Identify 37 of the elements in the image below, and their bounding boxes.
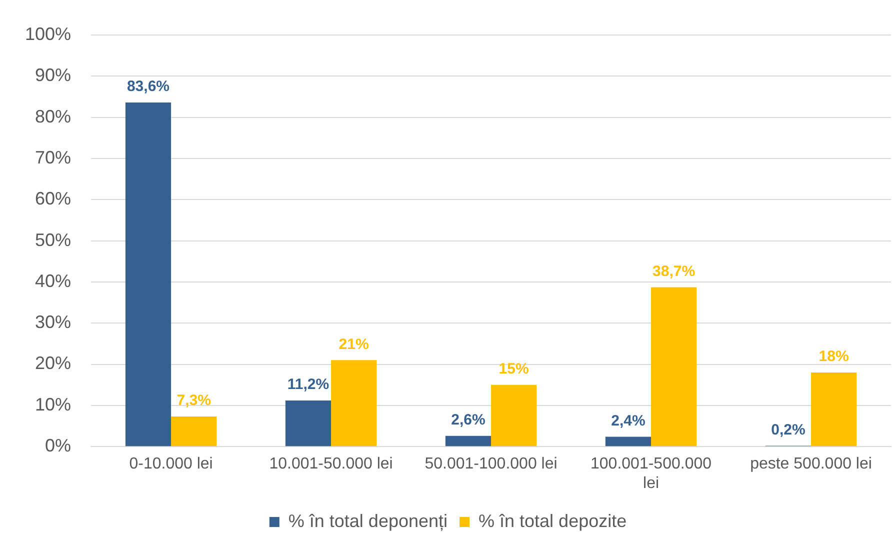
bar — [651, 287, 697, 446]
y-tick-label: 40% — [35, 270, 72, 291]
y-tick-label: 50% — [35, 230, 72, 250]
data-label: 83,6% — [126, 78, 170, 96]
bar — [331, 360, 377, 446]
bar — [171, 416, 217, 446]
y-tick-label: 60% — [35, 188, 72, 209]
data-label: 7,3% — [176, 392, 211, 410]
data-label: 0,2% — [771, 421, 806, 438]
data-label: 15% — [498, 360, 529, 378]
x-tick-label: 0-10.000 lei — [129, 456, 213, 473]
bar — [445, 436, 492, 446]
data-label: 11,2% — [287, 376, 330, 394]
bar — [285, 400, 332, 446]
y-tick-label: 30% — [35, 312, 72, 332]
x-tick-label: 10.001-50.000 lei — [269, 456, 393, 473]
legend-label: % în total deponenți — [288, 510, 448, 531]
x-tick-label: peste 500.000 lei — [750, 456, 872, 473]
data-label: 18% — [818, 348, 849, 366]
data-label: 2,4% — [611, 412, 646, 430]
bar — [605, 436, 652, 446]
data-label: 38,7% — [652, 262, 696, 280]
bar — [125, 102, 172, 446]
bar — [811, 372, 857, 446]
x-tick-label: 100.001-500.000 lei — [590, 456, 712, 492]
y-tick-label: 100% — [24, 24, 72, 44]
data-label: 2,6% — [451, 412, 486, 429]
y-tick-label: 90% — [35, 65, 72, 86]
bar — [491, 384, 537, 446]
y-tick-label: 70% — [35, 147, 72, 168]
y-tick-label: 10% — [35, 394, 72, 414]
y-tick-label: 20% — [35, 353, 72, 374]
y-tick-label: 80% — [35, 106, 72, 126]
legend-label: % în total depozite — [478, 510, 627, 531]
y-tick-label: 0% — [45, 436, 72, 456]
data-label: 21% — [338, 336, 369, 353]
x-tick-label: 50.001-100.000 lei — [424, 456, 558, 473]
